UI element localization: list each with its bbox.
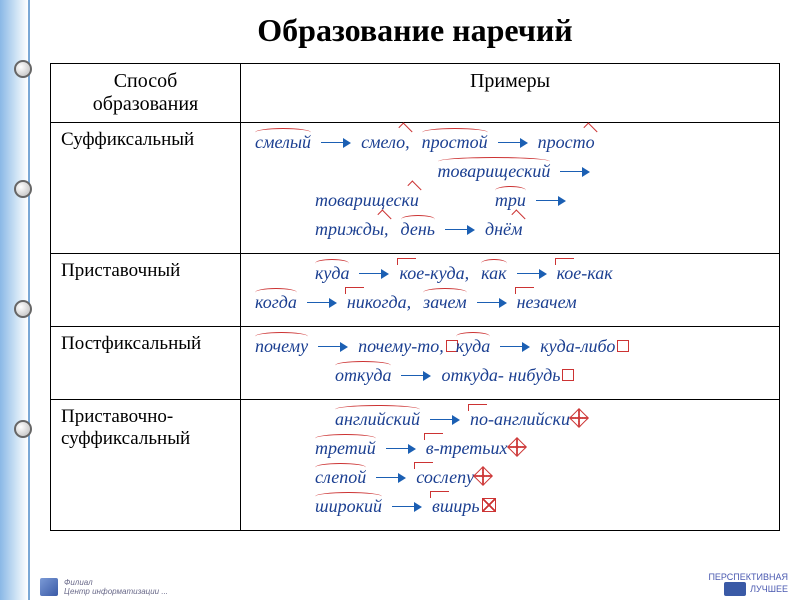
word: кое-куда, — [399, 263, 469, 284]
word: куда — [456, 336, 490, 357]
word: товарищеский — [438, 161, 551, 182]
spiral-margin — [0, 0, 30, 600]
header-method: Способ образования — [51, 64, 241, 123]
word: сослепу — [416, 467, 474, 488]
header-examples: Примеры — [241, 64, 780, 123]
slide-content: Образование наречий Способ образования П… — [50, 12, 780, 570]
arrow-icon — [443, 225, 477, 235]
word: английский — [335, 409, 420, 430]
word: просто — [538, 132, 595, 153]
word: откуда — [335, 365, 391, 386]
arrow-icon — [305, 298, 339, 308]
word: как — [481, 263, 506, 284]
word: в-третьих — [426, 438, 508, 459]
footer-right: ПЕРСПЕКТИВНАЯ ЛУЧШЕЕ — [708, 572, 788, 596]
method-cell: Постфиксальный — [51, 327, 241, 400]
word: днём — [485, 219, 523, 240]
footer-right-bottom: ЛУЧШЕЕ — [750, 584, 788, 594]
footer-logo-icon — [40, 578, 58, 596]
footer-right-top: ПЕРСПЕКТИВНАЯ — [708, 572, 788, 582]
word: по-английски — [470, 409, 570, 430]
arrow-icon — [319, 138, 353, 148]
ring-hole — [14, 300, 32, 318]
arrow-icon — [534, 196, 568, 206]
word: простой — [422, 132, 488, 153]
word: никогда, — [347, 292, 411, 313]
examples-cell: смелый смело, простой просто товарищески… — [241, 123, 780, 254]
arrow-icon — [428, 415, 462, 425]
word: зачем — [423, 292, 466, 313]
arrow-icon — [475, 298, 509, 308]
table-row: Суффиксальный смелый смело, простой прос… — [51, 123, 780, 254]
word: смелый — [255, 132, 311, 153]
word: вширь — [432, 496, 480, 517]
word: куда-либо — [540, 336, 615, 357]
word: день — [401, 219, 435, 240]
ring-hole — [14, 180, 32, 198]
footer-line1: Филиал — [64, 578, 168, 587]
arrow-icon — [374, 473, 408, 483]
ring-hole — [14, 60, 32, 78]
arrow-icon — [390, 502, 424, 512]
arrow-icon — [399, 371, 433, 381]
word: третий — [315, 438, 376, 459]
arrow-icon — [357, 269, 391, 279]
ring-hole — [14, 420, 32, 438]
table-row: Приставочный куда кое-куда, как кое-как … — [51, 254, 780, 327]
formation-table: Способ образования Примеры Суффиксальный… — [50, 63, 780, 531]
method-cell: Приставочный — [51, 254, 241, 327]
arrow-icon — [496, 138, 530, 148]
arrow-icon — [384, 444, 418, 454]
footer-line2: Центр информатизации ... — [64, 587, 168, 596]
word: почему-то, — [358, 336, 444, 357]
method-cell: Суффиксальный — [51, 123, 241, 254]
word: кое-как — [557, 263, 613, 284]
word: откуда- нибудь — [441, 365, 560, 386]
word: широкий — [315, 496, 382, 517]
footer-mark-icon — [724, 582, 746, 596]
table-row: Приставочно-суффиксальный английский по-… — [51, 400, 780, 531]
word: слепой — [315, 467, 366, 488]
word: товарищески — [315, 190, 419, 211]
examples-cell: куда кое-куда, как кое-как когда никогда… — [241, 254, 780, 327]
arrow-icon — [316, 342, 350, 352]
arrow-icon — [558, 167, 592, 177]
word: когда — [255, 292, 297, 313]
word: трижды, — [315, 219, 389, 240]
word: куда — [315, 263, 349, 284]
word: смело, — [361, 132, 410, 153]
word: три — [495, 190, 526, 211]
examples-cell: почему почему-то, куда куда-либо откуда … — [241, 327, 780, 400]
examples-cell: английский по-английски третий в-третьих… — [241, 400, 780, 531]
table-row: Постфиксальный почему почему-то, куда ку… — [51, 327, 780, 400]
method-cell: Приставочно-суффиксальный — [51, 400, 241, 531]
word: почему — [255, 336, 308, 357]
word: незачем — [517, 292, 577, 313]
page-title: Образование наречий — [50, 12, 780, 49]
arrow-icon — [515, 269, 549, 279]
table-header-row: Способ образования Примеры — [51, 64, 780, 123]
footer-left: Филиал Центр информатизации ... — [40, 578, 168, 596]
arrow-icon — [498, 342, 532, 352]
footer-left-text: Филиал Центр информатизации ... — [64, 578, 168, 596]
